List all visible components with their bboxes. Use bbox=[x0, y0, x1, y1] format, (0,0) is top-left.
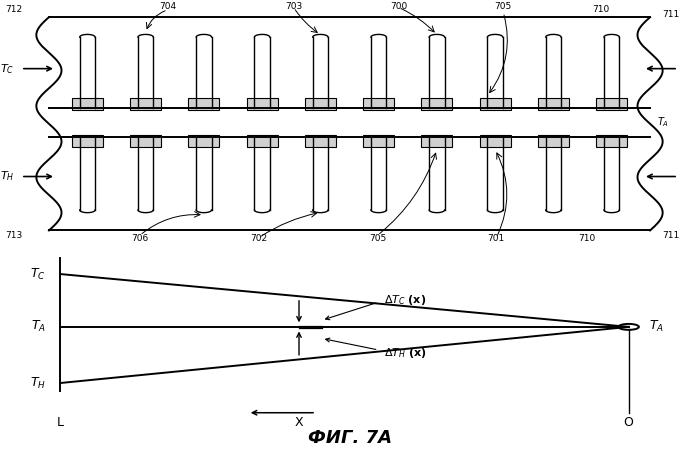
Text: 712: 712 bbox=[6, 5, 22, 14]
Text: $T_A$: $T_A$ bbox=[649, 319, 663, 335]
Bar bbox=[596, 98, 627, 110]
Text: 704: 704 bbox=[159, 2, 176, 11]
Bar bbox=[189, 135, 219, 147]
Bar bbox=[72, 98, 103, 110]
Text: 701: 701 bbox=[488, 234, 505, 243]
Text: 703: 703 bbox=[285, 2, 302, 11]
Bar bbox=[480, 135, 510, 147]
Bar bbox=[421, 135, 452, 147]
Text: 706: 706 bbox=[131, 234, 148, 243]
Text: O: O bbox=[624, 416, 633, 429]
Text: $\Delta T_H\ \mathbf{(x)}$: $\Delta T_H\ \mathbf{(x)}$ bbox=[384, 346, 427, 360]
Bar bbox=[305, 98, 336, 110]
Bar bbox=[538, 135, 569, 147]
Text: 713: 713 bbox=[6, 231, 22, 240]
Text: $T_C$: $T_C$ bbox=[30, 266, 46, 281]
Text: ФИГ. 7А: ФИГ. 7А bbox=[308, 429, 391, 447]
Text: 710: 710 bbox=[579, 234, 596, 243]
Text: 705: 705 bbox=[495, 2, 512, 11]
Text: $T_A$: $T_A$ bbox=[657, 116, 669, 129]
Text: 700: 700 bbox=[390, 2, 407, 11]
Bar bbox=[247, 135, 278, 147]
Text: L: L bbox=[57, 416, 64, 429]
Bar bbox=[189, 98, 219, 110]
Bar bbox=[363, 135, 394, 147]
Text: $T_C$: $T_C$ bbox=[0, 62, 14, 75]
Bar bbox=[596, 135, 627, 147]
Bar bbox=[130, 98, 161, 110]
Text: $\Delta T_C\ \mathbf{(x)}$: $\Delta T_C\ \mathbf{(x)}$ bbox=[384, 293, 426, 307]
Text: 710: 710 bbox=[593, 5, 610, 14]
Text: 702: 702 bbox=[250, 234, 267, 243]
Bar bbox=[72, 135, 103, 147]
Text: $T_H$: $T_H$ bbox=[30, 375, 46, 390]
Bar bbox=[363, 98, 394, 110]
Bar bbox=[247, 98, 278, 110]
Bar bbox=[130, 135, 161, 147]
Text: 711: 711 bbox=[663, 10, 679, 19]
Bar bbox=[421, 98, 452, 110]
Text: $T_H$: $T_H$ bbox=[0, 170, 14, 183]
Text: 705: 705 bbox=[369, 234, 386, 243]
Text: $T_A$: $T_A$ bbox=[31, 319, 46, 335]
Bar bbox=[538, 98, 569, 110]
Text: X: X bbox=[295, 416, 303, 429]
Text: 711: 711 bbox=[663, 231, 679, 240]
Bar bbox=[480, 98, 510, 110]
Bar bbox=[305, 135, 336, 147]
